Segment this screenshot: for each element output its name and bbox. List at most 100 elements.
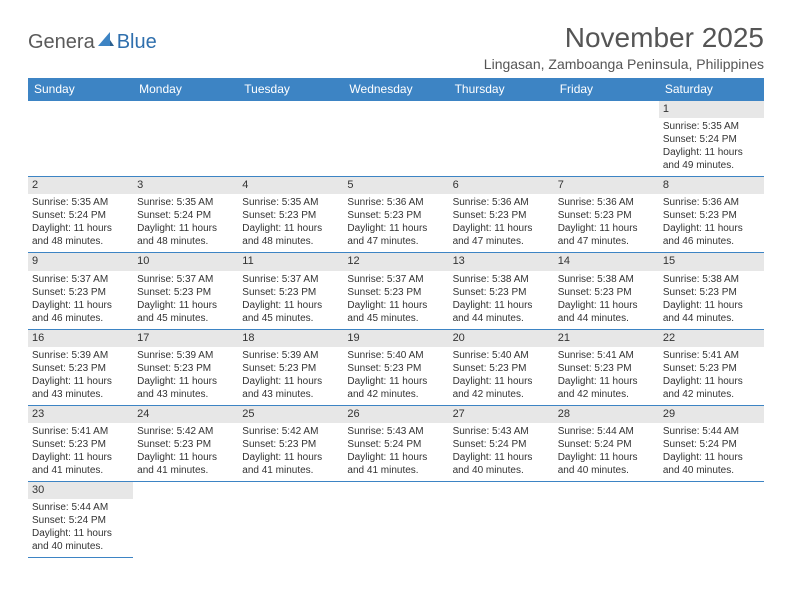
day-details: Sunrise: 5:41 AMSunset: 5:23 PMDaylight:… bbox=[554, 347, 659, 405]
calendar-day-cell bbox=[449, 101, 554, 177]
day-header: Thursday bbox=[449, 78, 554, 101]
sunrise-text: Sunrise: 5:37 AM bbox=[347, 273, 444, 286]
logo-sail-icon bbox=[96, 30, 116, 54]
day-number: 26 bbox=[343, 406, 448, 423]
day-details: Sunrise: 5:44 AMSunset: 5:24 PMDaylight:… bbox=[554, 423, 659, 481]
day-header: Tuesday bbox=[238, 78, 343, 101]
sunset-text: Sunset: 5:23 PM bbox=[242, 209, 339, 222]
sunset-text: Sunset: 5:23 PM bbox=[453, 286, 550, 299]
daylight-text: Daylight: 11 hours and 44 minutes. bbox=[453, 299, 550, 325]
day-details: Sunrise: 5:37 AMSunset: 5:23 PMDaylight:… bbox=[133, 271, 238, 329]
day-details: Sunrise: 5:44 AMSunset: 5:24 PMDaylight:… bbox=[28, 499, 133, 557]
calendar-day-cell: 25Sunrise: 5:42 AMSunset: 5:23 PMDayligh… bbox=[238, 405, 343, 481]
sunrise-text: Sunrise: 5:35 AM bbox=[32, 196, 129, 209]
sunset-text: Sunset: 5:24 PM bbox=[32, 209, 129, 222]
sunrise-text: Sunrise: 5:38 AM bbox=[453, 273, 550, 286]
day-details: Sunrise: 5:38 AMSunset: 5:23 PMDaylight:… bbox=[449, 271, 554, 329]
day-header: Friday bbox=[554, 78, 659, 101]
day-details: Sunrise: 5:38 AMSunset: 5:23 PMDaylight:… bbox=[659, 271, 764, 329]
day-number: 7 bbox=[554, 177, 659, 194]
day-details: Sunrise: 5:42 AMSunset: 5:23 PMDaylight:… bbox=[238, 423, 343, 481]
day-number: 12 bbox=[343, 253, 448, 270]
sunset-text: Sunset: 5:23 PM bbox=[558, 286, 655, 299]
calendar-day-cell: 6Sunrise: 5:36 AMSunset: 5:23 PMDaylight… bbox=[449, 177, 554, 253]
daylight-text: Daylight: 11 hours and 47 minutes. bbox=[453, 222, 550, 248]
daylight-text: Daylight: 11 hours and 47 minutes. bbox=[347, 222, 444, 248]
sunset-text: Sunset: 5:23 PM bbox=[32, 362, 129, 375]
daylight-text: Daylight: 11 hours and 48 minutes. bbox=[32, 222, 129, 248]
day-number: 6 bbox=[449, 177, 554, 194]
sunset-text: Sunset: 5:23 PM bbox=[663, 362, 760, 375]
day-details: Sunrise: 5:39 AMSunset: 5:23 PMDaylight:… bbox=[28, 347, 133, 405]
daylight-text: Daylight: 11 hours and 47 minutes. bbox=[558, 222, 655, 248]
calendar-week-row: 23Sunrise: 5:41 AMSunset: 5:23 PMDayligh… bbox=[28, 405, 764, 481]
sunrise-text: Sunrise: 5:37 AM bbox=[242, 273, 339, 286]
day-details: Sunrise: 5:39 AMSunset: 5:23 PMDaylight:… bbox=[238, 347, 343, 405]
calendar-day-cell: 21Sunrise: 5:41 AMSunset: 5:23 PMDayligh… bbox=[554, 329, 659, 405]
sunset-text: Sunset: 5:23 PM bbox=[347, 286, 444, 299]
day-details: Sunrise: 5:36 AMSunset: 5:23 PMDaylight:… bbox=[554, 194, 659, 252]
sunrise-text: Sunrise: 5:38 AM bbox=[558, 273, 655, 286]
calendar-page: Genera Blue November 2025 Lingasan, Zamb… bbox=[0, 0, 792, 558]
sunset-text: Sunset: 5:24 PM bbox=[558, 438, 655, 451]
daylight-text: Daylight: 11 hours and 40 minutes. bbox=[663, 451, 760, 477]
sunrise-text: Sunrise: 5:39 AM bbox=[242, 349, 339, 362]
sunset-text: Sunset: 5:23 PM bbox=[32, 438, 129, 451]
calendar-day-cell: 18Sunrise: 5:39 AMSunset: 5:23 PMDayligh… bbox=[238, 329, 343, 405]
day-details: Sunrise: 5:36 AMSunset: 5:23 PMDaylight:… bbox=[659, 194, 764, 252]
day-number: 25 bbox=[238, 406, 343, 423]
sunset-text: Sunset: 5:23 PM bbox=[663, 209, 760, 222]
sunset-text: Sunset: 5:23 PM bbox=[242, 286, 339, 299]
location-text: Lingasan, Zamboanga Peninsula, Philippin… bbox=[484, 56, 764, 72]
sunset-text: Sunset: 5:24 PM bbox=[137, 209, 234, 222]
sunset-text: Sunset: 5:24 PM bbox=[663, 438, 760, 451]
title-block: November 2025 Lingasan, Zamboanga Penins… bbox=[484, 22, 764, 72]
calendar-day-cell: 28Sunrise: 5:44 AMSunset: 5:24 PMDayligh… bbox=[554, 405, 659, 481]
day-header: Saturday bbox=[659, 78, 764, 101]
calendar-day-cell: 17Sunrise: 5:39 AMSunset: 5:23 PMDayligh… bbox=[133, 329, 238, 405]
day-number: 10 bbox=[133, 253, 238, 270]
sunset-text: Sunset: 5:23 PM bbox=[32, 286, 129, 299]
daylight-text: Daylight: 11 hours and 42 minutes. bbox=[453, 375, 550, 401]
sunset-text: Sunset: 5:23 PM bbox=[137, 286, 234, 299]
day-number: 16 bbox=[28, 330, 133, 347]
sunrise-text: Sunrise: 5:44 AM bbox=[558, 425, 655, 438]
day-details: Sunrise: 5:35 AMSunset: 5:23 PMDaylight:… bbox=[238, 194, 343, 252]
day-number: 24 bbox=[133, 406, 238, 423]
day-number bbox=[554, 101, 659, 105]
day-details: Sunrise: 5:39 AMSunset: 5:23 PMDaylight:… bbox=[133, 347, 238, 405]
calendar-day-cell: 11Sunrise: 5:37 AMSunset: 5:23 PMDayligh… bbox=[238, 253, 343, 329]
day-number: 2 bbox=[28, 177, 133, 194]
daylight-text: Daylight: 11 hours and 41 minutes. bbox=[32, 451, 129, 477]
calendar-day-cell: 8Sunrise: 5:36 AMSunset: 5:23 PMDaylight… bbox=[659, 177, 764, 253]
sunrise-text: Sunrise: 5:37 AM bbox=[137, 273, 234, 286]
daylight-text: Daylight: 11 hours and 49 minutes. bbox=[663, 146, 760, 172]
calendar-day-cell: 13Sunrise: 5:38 AMSunset: 5:23 PMDayligh… bbox=[449, 253, 554, 329]
calendar-day-cell: 19Sunrise: 5:40 AMSunset: 5:23 PMDayligh… bbox=[343, 329, 448, 405]
logo: Genera Blue bbox=[28, 30, 157, 54]
daylight-text: Daylight: 11 hours and 42 minutes. bbox=[663, 375, 760, 401]
daylight-text: Daylight: 11 hours and 41 minutes. bbox=[242, 451, 339, 477]
daylight-text: Daylight: 11 hours and 41 minutes. bbox=[137, 451, 234, 477]
sunrise-text: Sunrise: 5:43 AM bbox=[453, 425, 550, 438]
sunrise-text: Sunrise: 5:36 AM bbox=[347, 196, 444, 209]
daylight-text: Daylight: 11 hours and 45 minutes. bbox=[242, 299, 339, 325]
day-details: Sunrise: 5:40 AMSunset: 5:23 PMDaylight:… bbox=[343, 347, 448, 405]
sunrise-text: Sunrise: 5:41 AM bbox=[32, 425, 129, 438]
calendar-day-cell: 3Sunrise: 5:35 AMSunset: 5:24 PMDaylight… bbox=[133, 177, 238, 253]
day-number bbox=[238, 482, 343, 486]
calendar-day-cell bbox=[554, 481, 659, 557]
daylight-text: Daylight: 11 hours and 48 minutes. bbox=[242, 222, 339, 248]
daylight-text: Daylight: 11 hours and 44 minutes. bbox=[663, 299, 760, 325]
calendar-day-cell: 2 Sunrise: 5:35 AMSunset: 5:24 PMDaylight… bbox=[28, 177, 133, 253]
day-details: Sunrise: 5:36 AMSunset: 5:23 PMDaylight:… bbox=[449, 194, 554, 252]
day-number bbox=[449, 101, 554, 105]
day-number: 27 bbox=[449, 406, 554, 423]
day-number: 4 bbox=[238, 177, 343, 194]
day-details: Sunrise: 5:40 AMSunset: 5:23 PMDaylight:… bbox=[449, 347, 554, 405]
calendar-day-cell bbox=[238, 101, 343, 177]
calendar-day-cell: 5Sunrise: 5:36 AMSunset: 5:23 PMDaylight… bbox=[343, 177, 448, 253]
calendar-day-cell bbox=[343, 101, 448, 177]
calendar-week-row: 9Sunrise: 5:37 AMSunset: 5:23 PMDaylight… bbox=[28, 253, 764, 329]
calendar-day-cell: 26Sunrise: 5:43 AMSunset: 5:24 PMDayligh… bbox=[343, 405, 448, 481]
